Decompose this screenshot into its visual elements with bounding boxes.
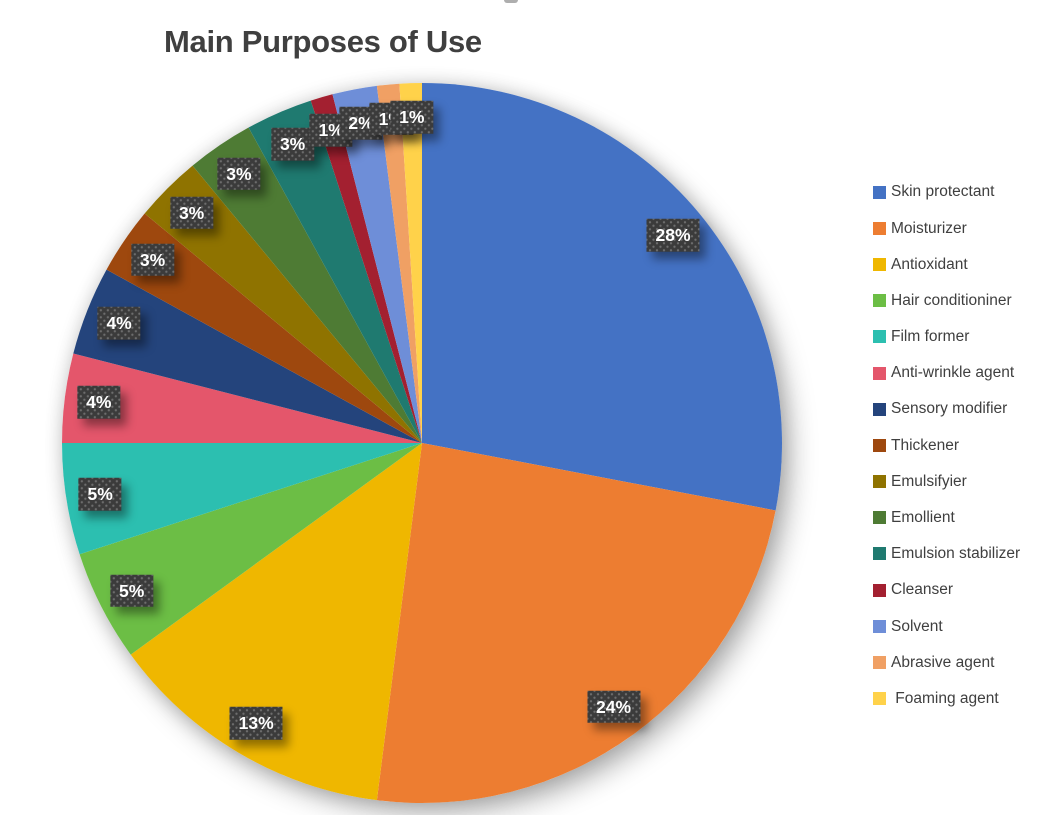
legend-chip-moisturizer	[873, 221, 886, 235]
legend-label: Emollient	[891, 509, 955, 527]
legend-item-cleanser: Cleanser	[858, 572, 1040, 608]
legend-item-moisturizer: Moisturizer	[858, 210, 1040, 246]
pie-slice-foaming-agent	[399, 83, 422, 443]
legend-label: Anti-wrinkle agent	[891, 364, 1015, 382]
legend-chip-emulsifyier	[873, 475, 886, 489]
chart-title: Main Purposes of Use	[164, 24, 482, 59]
legend-item-hair-conditioniner: Hair conditioniner	[858, 283, 1040, 319]
legend-label: Moisturizer	[891, 219, 967, 237]
data-label-foaming-agent: 1%	[390, 101, 433, 134]
legend-label: Thickener	[891, 436, 960, 454]
data-label-solvent: 2%	[339, 107, 382, 140]
data-label-abrasive-agent: 1%	[370, 102, 413, 135]
pie-slice-emulsifyier	[144, 165, 422, 443]
data-label-film-former: 5%	[79, 478, 122, 511]
legend-chip-skin-protectant	[873, 185, 886, 199]
legend-label: Emulsifyier	[891, 472, 967, 490]
pie-slice-anti-wrinkle-agent	[62, 353, 422, 443]
legend-chip-film-former	[873, 330, 886, 344]
data-label-emollient: 3%	[217, 157, 260, 190]
legend-chip-solvent	[873, 619, 886, 633]
pie-slice-emulsion-stabilizer	[248, 100, 422, 444]
pie-slice-emollient	[192, 127, 422, 443]
pie-slice-sensory-modifier	[73, 269, 422, 443]
pie-slice-cleanser	[310, 94, 422, 443]
legend-item-solvent: Solvent	[858, 608, 1040, 644]
legend-item-thickener: Thickener	[858, 427, 1040, 463]
legend-item-abrasive-agent: Abrasive agent	[858, 644, 1040, 680]
pie-slice-antioxidant	[130, 443, 422, 801]
legend-item-film-former: Film former	[858, 319, 1040, 355]
data-label-emulsion-stabilizer: 3%	[271, 128, 314, 161]
pie-svg	[62, 83, 782, 803]
legend: Skin protectant Moisturizer Antioxidant Hai…	[858, 172, 1040, 721]
pie-slice-abrasive-agent	[376, 83, 422, 444]
pie-slice-hair-conditioniner	[79, 443, 423, 655]
data-label-anti-wrinkle-agent: 4%	[77, 386, 120, 419]
legend-chip-anti-wrinkle-agent	[873, 366, 886, 380]
legend-label: Sensory modifier	[891, 400, 1008, 418]
legend-label: Cleanser	[891, 581, 954, 599]
data-label-moisturizer: 24%	[587, 690, 640, 723]
data-label-emulsifyier: 3%	[170, 196, 213, 229]
legend-item-skin-protectant: Skin protectant	[858, 174, 1040, 210]
legend-label: Emulsion stabilizer	[891, 545, 1021, 563]
legend-label: Abrasive agent	[891, 653, 995, 671]
legend-item-sensory-modifier: Sensory modifier	[858, 391, 1040, 427]
legend-item-antioxidant: Antioxidant	[858, 246, 1040, 282]
legend-label: Antioxidant	[891, 255, 968, 273]
legend-chip-thickener	[873, 438, 886, 452]
legend-label: Solvent	[891, 617, 943, 635]
legend-chip-antioxidant	[873, 257, 886, 271]
pie-chart	[62, 83, 782, 803]
data-label-cleanser: 1%	[309, 114, 352, 147]
data-label-sensory-modifier: 4%	[97, 307, 140, 340]
legend-item-emollient: Emollient	[858, 500, 1040, 536]
data-label-skin-protectant: 28%	[646, 219, 699, 252]
legend-item-foaming-agent: Foaming agent	[858, 681, 1040, 717]
legend-label: Skin protectant	[891, 183, 995, 201]
legend-chip-sensory-modifier	[873, 402, 886, 416]
legend-label: Foaming agent	[891, 689, 999, 707]
data-label-thickener: 3%	[131, 244, 174, 277]
legend-chip-cleanser	[873, 583, 886, 597]
legend-chip-emollient	[873, 511, 886, 525]
legend-label: Film former	[891, 328, 970, 346]
legend-chip-abrasive-agent	[873, 656, 886, 670]
cropped-text-fragment	[504, 0, 518, 3]
pie-slice-moisturizer	[376, 443, 776, 803]
legend-label: Hair conditioniner	[891, 291, 1012, 309]
pie-slice-film-former	[62, 443, 422, 555]
legend-chip-hair-conditioniner	[873, 294, 886, 308]
pie-slice-skin-protectant	[422, 83, 782, 511]
legend-chip-emulsion-stabilizer	[873, 547, 886, 561]
pie-slice-solvent	[332, 85, 422, 443]
legend-item-anti-wrinkle-agent: Anti-wrinkle agent	[858, 355, 1040, 391]
legend-chip-foaming-agent	[873, 692, 886, 706]
legend-item-emulsion-stabilizer: Emulsion stabilizer	[858, 536, 1040, 572]
data-label-antioxidant: 13%	[230, 707, 283, 740]
data-label-hair-conditioniner: 5%	[110, 575, 153, 608]
pie-slice-thickener	[106, 213, 422, 443]
legend-item-emulsifyier: Emulsifyier	[858, 464, 1040, 500]
